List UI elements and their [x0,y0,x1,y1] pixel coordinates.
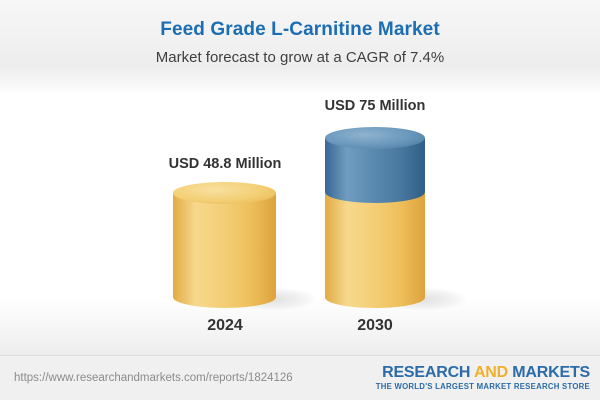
page-subtitle: Market forecast to grow at a CAGR of 7.4… [155,49,445,66]
bar-2030-cylinder [325,127,465,310]
logo-word-research: RESEARCH [382,363,471,381]
chart-bottom-fade [0,298,600,355]
bar-2024-top-cap [173,182,276,204]
bar-2024-body [173,193,276,308]
logo-word-and: AND [473,363,509,381]
bar-value-label-2030: USD 75 Million [324,98,426,114]
logo-tagline: THE WORLD'S LARGEST MARKET RESEARCH STOR… [375,382,590,392]
page-title: Feed Grade L-Carnitine Market [160,19,440,40]
footer-bar: https://www.researchandmarkets.com/repor… [0,355,600,400]
header-background-band [0,0,600,95]
logo-word-markets: MARKETS [512,363,590,381]
logo-wordmark: RESEARCH AND MARKETS [382,364,590,381]
axis-label-2030: 2030 [357,317,393,334]
report-url: https://www.researchandmarkets.com/repor… [14,372,293,384]
bar-2030-yellow-segment [325,192,425,308]
research-and-markets-logo: RESEARCH AND MARKETS THE WORLD'S LARGEST… [375,364,590,392]
bar-2030-top-cap [325,127,425,149]
axis-label-2024: 2024 [207,317,243,334]
bar-value-label-2024: USD 48.8 Million [168,156,282,172]
bar-2024-cylinder [173,182,315,310]
